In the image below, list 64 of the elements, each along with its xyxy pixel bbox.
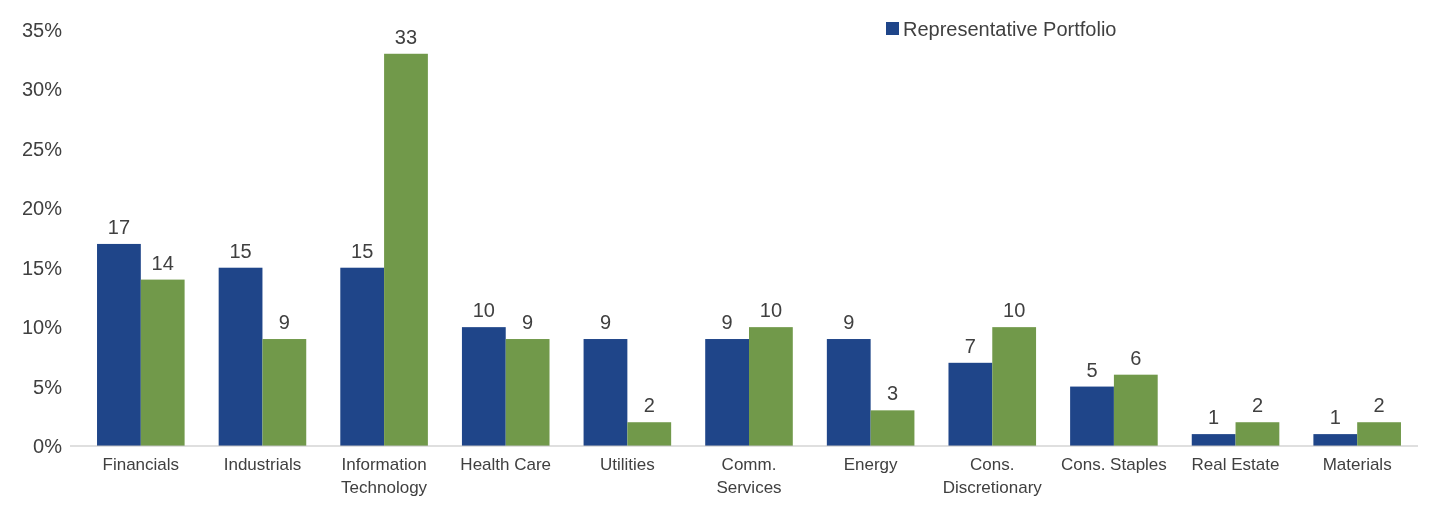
bar: [1070, 386, 1114, 446]
data-label: 14: [151, 251, 174, 274]
bar: [97, 243, 141, 446]
data-label: 2: [1373, 394, 1385, 417]
data-label: 9: [599, 311, 612, 334]
data-label: 1: [1329, 406, 1341, 429]
bar: [705, 339, 749, 446]
x-tick-label: Real Estate: [1191, 455, 1280, 474]
x-tick-label: Cons. Staples: [1060, 455, 1167, 474]
y-tick-label: 20%: [21, 197, 63, 220]
data-label: 9: [278, 311, 290, 334]
bar: [1191, 434, 1236, 446]
data-label: 10: [472, 299, 495, 322]
y-tick-label: 25%: [21, 137, 63, 160]
data-label: 9: [843, 311, 855, 334]
data-label: 9: [522, 311, 534, 334]
data-label: 15: [229, 239, 252, 262]
x-tick-label: Information Technology: [341, 455, 428, 497]
x-tick-label: Industrials: [223, 455, 302, 474]
x-tick-label: Health Care: [460, 455, 552, 474]
y-tick-label: 10%: [21, 316, 63, 339]
data-label: 10: [1003, 299, 1026, 322]
y-tick-label: 0%: [33, 435, 63, 457]
y-tick-label: 30%: [21, 78, 63, 101]
data-label: 2: [643, 394, 655, 417]
data-label: 2: [1251, 394, 1263, 417]
x-tick-label: Cons. Discretionary: [942, 455, 1043, 497]
bar: [870, 410, 915, 446]
bar: [627, 422, 672, 446]
data-label: 15: [351, 239, 374, 262]
bar: [384, 53, 428, 446]
x-tick-label: Utilities: [599, 455, 655, 474]
bar: [749, 327, 793, 446]
bar: [1357, 422, 1401, 446]
x-tick-label: Materials: [1322, 455, 1392, 474]
bar: [340, 267, 385, 446]
data-label: 3: [886, 382, 899, 405]
bar: [1113, 374, 1158, 446]
y-tick-label: 15%: [21, 256, 63, 279]
data-label: 6: [1130, 346, 1142, 369]
data-label: 7: [964, 334, 976, 357]
legend-label: Representative Portfolio: [903, 18, 1117, 40]
bar: [262, 339, 307, 446]
y-tick-label: 5%: [33, 375, 63, 398]
bar: [948, 362, 993, 446]
data-label: 33: [394, 25, 418, 48]
data-label: 5: [1086, 358, 1098, 381]
data-label: 9: [721, 311, 733, 334]
bar: [505, 339, 550, 446]
bar: [461, 327, 506, 446]
x-tick-label: Comm. Services: [716, 455, 782, 497]
bar: [1235, 422, 1280, 446]
bar: [218, 267, 263, 446]
y-tick-label: 35%: [21, 19, 63, 41]
bar: [140, 279, 185, 446]
data-label: 10: [759, 299, 783, 322]
bar: [583, 339, 628, 446]
x-tick-label: Financials: [102, 455, 180, 474]
x-tick-label: Energy: [843, 455, 899, 474]
bar: [992, 327, 1037, 446]
data-label: 17: [107, 215, 131, 238]
data-label: 1: [1208, 406, 1220, 429]
bar: [1313, 434, 1358, 446]
bar: [826, 339, 871, 446]
